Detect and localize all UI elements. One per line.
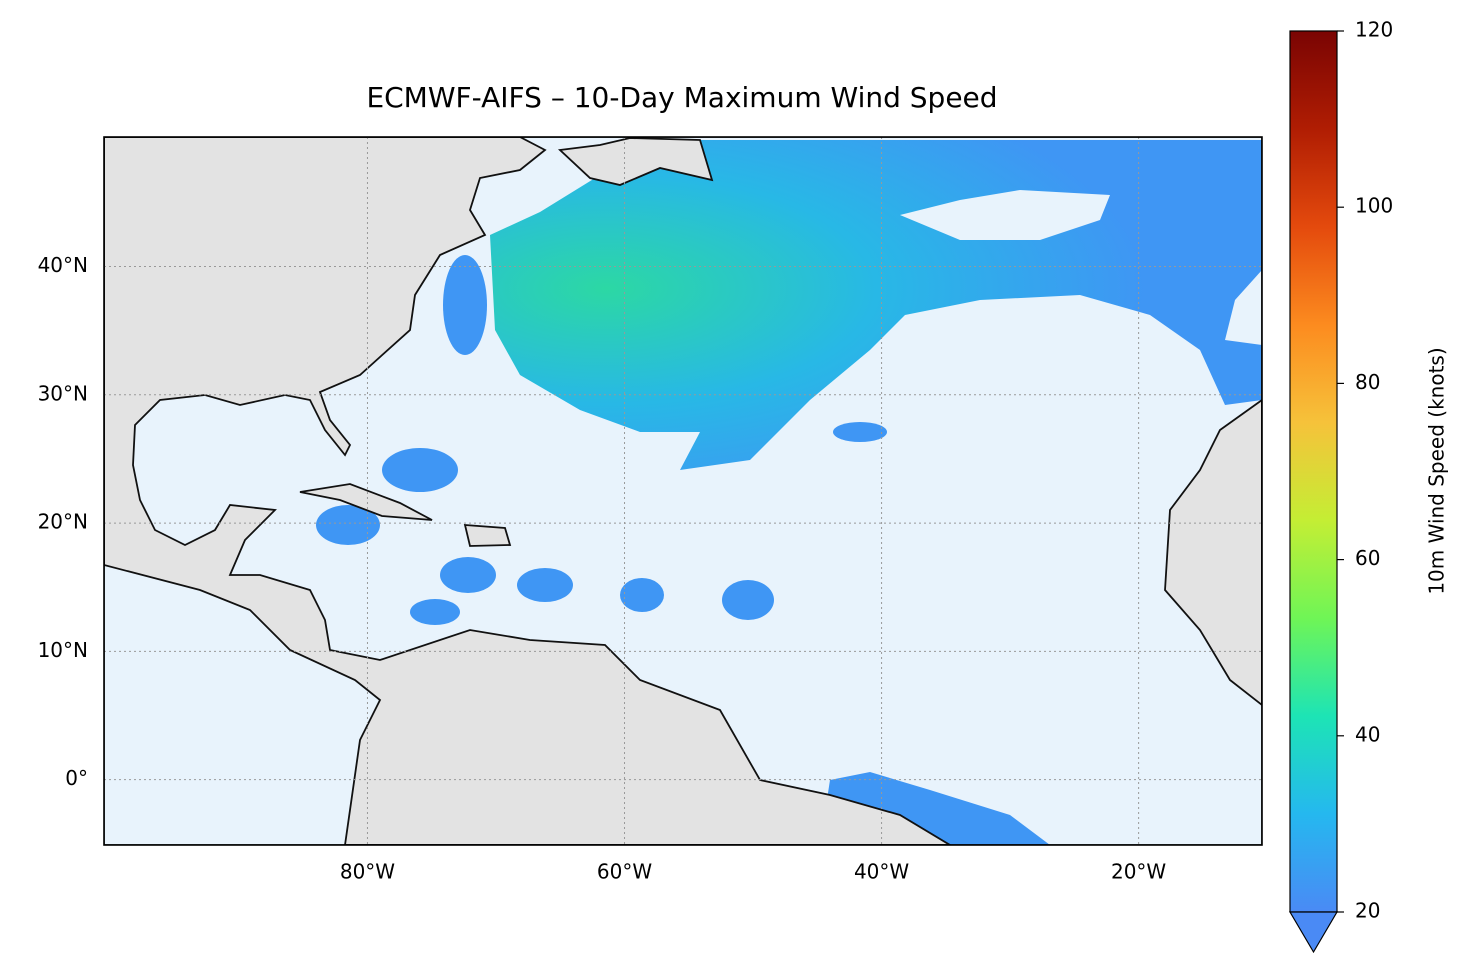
colorbar-label: 10m Wind Speed (knots)	[1425, 347, 1449, 594]
wind-gap	[900, 190, 1110, 240]
x-tick-label: 80°W	[340, 860, 395, 884]
wind-patch	[517, 568, 573, 602]
wind-patch	[833, 422, 887, 442]
colorbar-tick-label: 60	[1355, 546, 1380, 570]
colorbar-tick-label: 100	[1355, 194, 1393, 218]
colorbar-tick-label: 80	[1355, 370, 1380, 394]
y-tick-label: 0°	[65, 766, 88, 790]
africa	[1164, 398, 1262, 707]
x-tick-label: 40°W	[854, 860, 909, 884]
y-tick-label: 10°N	[38, 638, 88, 662]
colorbar-tick-label: 20	[1355, 899, 1380, 923]
chart-title: ECMWF-AIFS – 10-Day Maximum Wind Speed	[366, 81, 997, 114]
colorbar-tick-label: 40	[1355, 722, 1380, 746]
colorbar-extension	[1288, 911, 1339, 954]
x-tick-label: 60°W	[597, 860, 652, 884]
colorbar	[1289, 30, 1338, 913]
map	[104, 137, 1262, 845]
y-tick-label: 20°N	[38, 510, 88, 534]
wind-patch	[722, 580, 774, 620]
cuba	[299, 483, 433, 521]
wind-patch	[443, 255, 487, 355]
y-tick-label: 30°N	[38, 381, 88, 405]
plot-frame	[103, 136, 1263, 846]
wind-patch	[316, 505, 380, 545]
x-tick-label: 20°W	[1111, 860, 1166, 884]
colorbar-tick-label: 120	[1355, 18, 1393, 42]
wind-patch	[382, 448, 458, 492]
y-tick-label: 40°N	[38, 253, 88, 277]
newfoundland	[557, 137, 714, 186]
wind-patch	[440, 557, 496, 593]
grid	[104, 137, 1262, 845]
wind-patch	[620, 578, 664, 612]
hispaniola	[463, 524, 512, 547]
wind-patch	[410, 599, 460, 625]
north-america	[104, 137, 952, 845]
